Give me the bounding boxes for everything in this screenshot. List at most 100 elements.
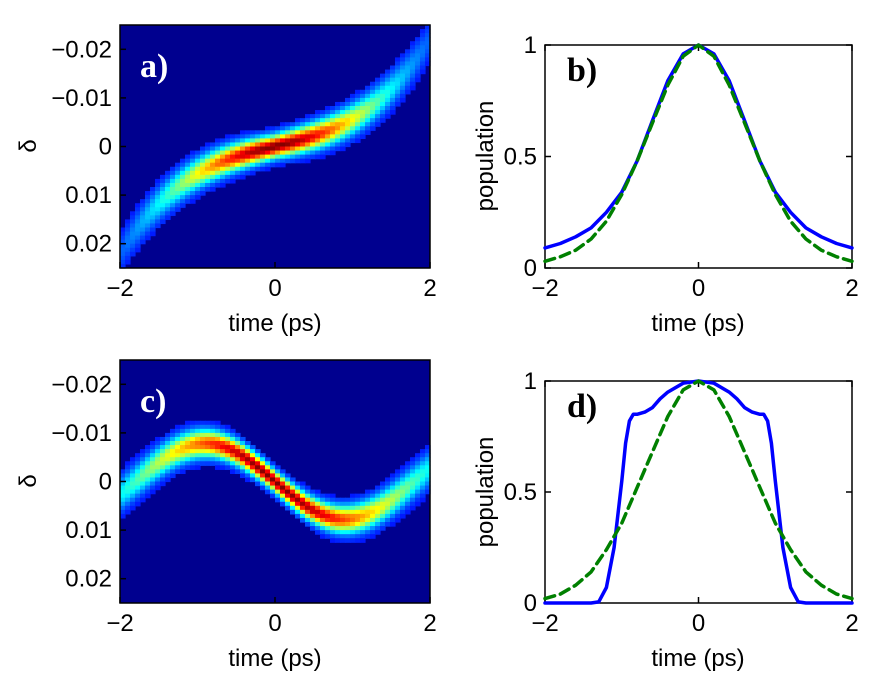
heatmap-cell-a — [170, 199, 176, 204]
heatmap-cell-a — [340, 134, 346, 139]
heatmap-cell-a — [205, 158, 211, 164]
heatmap-cell-c — [425, 453, 431, 458]
heatmap-cell-c — [335, 517, 341, 523]
heatmap-cell-c — [390, 522, 396, 527]
heatmap-cell-a — [300, 126, 306, 131]
heatmap-cell-c — [395, 513, 401, 519]
heatmap-cell-a — [400, 77, 406, 83]
heatmap-cell-c — [400, 509, 406, 515]
heatmap-cell-a — [255, 158, 261, 164]
heatmap-cell-a — [325, 114, 331, 119]
heatmap-cell-a — [200, 154, 206, 160]
heatmap-cell-a — [160, 195, 166, 200]
heatmap-cell-a — [330, 142, 336, 148]
heatmap-cell-c — [285, 477, 291, 483]
ytick-label-d-2: 1 — [524, 368, 537, 395]
heatmap-cell-c — [345, 517, 351, 523]
heatmap-cell-c — [410, 481, 416, 487]
heatmap-cell-c — [185, 432, 191, 438]
heatmap-cell-a — [245, 166, 251, 172]
heatmap-cell-c — [310, 509, 316, 515]
heatmap-cell-a — [320, 130, 326, 135]
heatmap-cell-a — [185, 191, 191, 196]
heatmap-cell-a — [210, 154, 216, 160]
heatmap-cell-a — [375, 85, 381, 91]
heatmap-cell-a — [210, 178, 216, 184]
heatmap-cell-c — [375, 522, 381, 527]
heatmap-cell-a — [270, 130, 276, 135]
heatmap-cell-a — [195, 170, 201, 176]
heatmap-cell-c — [360, 509, 366, 515]
heatmap-cell-a — [180, 170, 186, 176]
heatmap-cell-a — [255, 130, 261, 135]
heatmap-cell-a — [410, 41, 416, 46]
heatmap-cell-a — [155, 178, 161, 184]
heatmap-cell-a — [275, 146, 281, 152]
heatmap-cell-c — [200, 420, 206, 426]
heatmap-cell-a — [405, 77, 411, 83]
heatmap-cell-c — [385, 493, 391, 499]
heatmap-cell-a — [310, 130, 316, 135]
heatmap-cell-a — [375, 97, 381, 103]
heatmap-cell-c — [240, 449, 246, 454]
heatmap-cell-a — [150, 199, 156, 204]
heatmap-cell-a — [405, 81, 411, 87]
heatmap-cell-c — [400, 489, 406, 495]
heatmap-cell-c — [320, 501, 326, 507]
heatmap-cell-c — [195, 465, 201, 470]
heatmap-cell-a — [295, 126, 301, 131]
heatmap-cell-a — [210, 150, 216, 156]
xtick-label-d-2: 2 — [845, 610, 858, 637]
heatmap-cell-a — [345, 118, 351, 123]
heatmap-cell-a — [410, 85, 416, 91]
heatmap-cell-a — [190, 178, 196, 184]
heatmap-cell-a — [245, 142, 251, 148]
heatmap-cell-a — [380, 106, 386, 111]
heatmap-cell-c — [155, 445, 161, 450]
heatmap-cell-c — [195, 428, 201, 434]
heatmap-cell-c — [265, 473, 271, 479]
heatmap-cell-a — [390, 106, 396, 111]
heatmap-cell-a — [210, 182, 216, 188]
heatmap-cell-c — [320, 526, 326, 531]
heatmap-cell-c — [260, 481, 266, 487]
heatmap-cell-a — [185, 154, 191, 160]
heatmap-cell-c — [335, 526, 341, 531]
heatmap-cell-a — [190, 187, 196, 192]
heatmap-cell-a — [340, 142, 346, 148]
heatmap-cell-c — [365, 522, 371, 527]
heatmap-cell-a — [220, 142, 226, 148]
heatmap-cell-c — [135, 469, 141, 474]
heatmap-cell-a — [420, 53, 426, 58]
heatmap-cell-a — [410, 57, 416, 63]
heatmap-cell-a — [125, 227, 131, 233]
heatmap-cell-a — [265, 154, 271, 160]
heatmap-cell-c — [370, 530, 376, 535]
heatmap-cell-a — [175, 195, 181, 200]
heatmap-cell-c — [285, 493, 291, 499]
heatmap-cell-a — [400, 69, 406, 75]
xlabel-b: time (ps) — [651, 310, 744, 337]
heatmap-cell-a — [205, 146, 211, 152]
heatmap-cell-a — [150, 227, 156, 233]
heatmap-cell-a — [215, 162, 221, 168]
heatmap-cell-c — [375, 530, 381, 535]
heatmap-cell-c — [170, 469, 176, 474]
heatmap-cell-a — [145, 227, 151, 233]
heatmap-cell-a — [180, 178, 186, 184]
heatmap-cell-a — [355, 118, 361, 123]
heatmap-cell-a — [270, 162, 276, 168]
heatmap-cell-c — [230, 461, 236, 466]
heatmap-cell-c — [190, 424, 196, 430]
heatmap-cell-a — [215, 150, 221, 156]
heatmap-cell-c — [415, 473, 421, 479]
heatmap-cell-a — [290, 126, 296, 131]
xtick-label-a-0: −2 — [106, 275, 133, 302]
heatmap-cell-a — [230, 178, 236, 184]
heatmap-cell-a — [295, 142, 301, 148]
heatmap-cell-a — [365, 114, 371, 119]
heatmap-cell-a — [375, 110, 381, 115]
heatmap-cell-c — [340, 534, 346, 539]
heatmap-cell-c — [355, 522, 361, 527]
heatmap-cell-a — [235, 174, 241, 180]
